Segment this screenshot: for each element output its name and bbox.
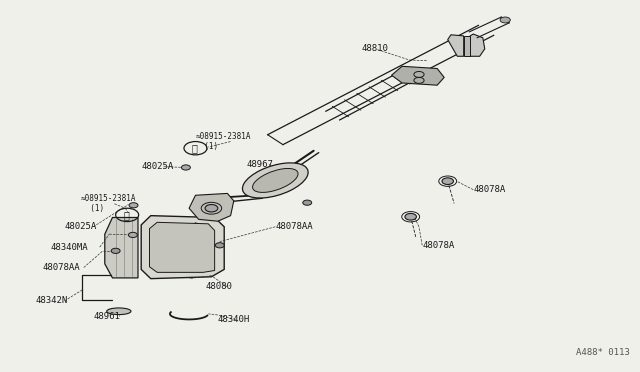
Text: 48025A: 48025A (65, 222, 97, 231)
Ellipse shape (107, 308, 131, 315)
Polygon shape (189, 193, 234, 221)
Circle shape (405, 214, 417, 220)
Polygon shape (470, 34, 484, 56)
Circle shape (181, 165, 190, 170)
Circle shape (215, 243, 224, 248)
Polygon shape (105, 218, 138, 278)
Text: ≈08915-2381A
  (1): ≈08915-2381A (1) (195, 132, 251, 151)
Text: 48340MA: 48340MA (51, 243, 88, 251)
Polygon shape (150, 222, 214, 272)
Text: 48078AA: 48078AA (275, 222, 313, 231)
Text: ≈08915-2381A
  (1): ≈08915-2381A (1) (81, 194, 136, 214)
Ellipse shape (243, 163, 308, 198)
Text: 48078AA: 48078AA (42, 263, 80, 272)
Text: 48961: 48961 (93, 312, 120, 321)
Text: Ⓥ: Ⓥ (124, 210, 129, 220)
Circle shape (129, 232, 138, 237)
Text: 48078A: 48078A (422, 241, 454, 250)
Text: 48342N: 48342N (36, 296, 68, 305)
Polygon shape (464, 36, 470, 56)
Text: 48080: 48080 (205, 282, 232, 291)
Circle shape (500, 17, 510, 23)
Text: 48025A: 48025A (141, 162, 173, 171)
Text: Ⓥ: Ⓥ (192, 143, 198, 153)
Polygon shape (392, 66, 444, 85)
Text: 48967: 48967 (246, 160, 273, 169)
Circle shape (111, 248, 120, 253)
Circle shape (303, 200, 312, 205)
Text: A488* 0113: A488* 0113 (576, 348, 630, 357)
Text: 48340H: 48340H (218, 315, 250, 324)
Ellipse shape (253, 169, 298, 192)
Circle shape (205, 205, 218, 212)
Polygon shape (141, 216, 224, 279)
Circle shape (442, 178, 454, 185)
Circle shape (129, 203, 138, 208)
Text: 48078A: 48078A (473, 185, 506, 194)
Polygon shape (448, 35, 464, 56)
Text: 48810: 48810 (362, 44, 388, 53)
